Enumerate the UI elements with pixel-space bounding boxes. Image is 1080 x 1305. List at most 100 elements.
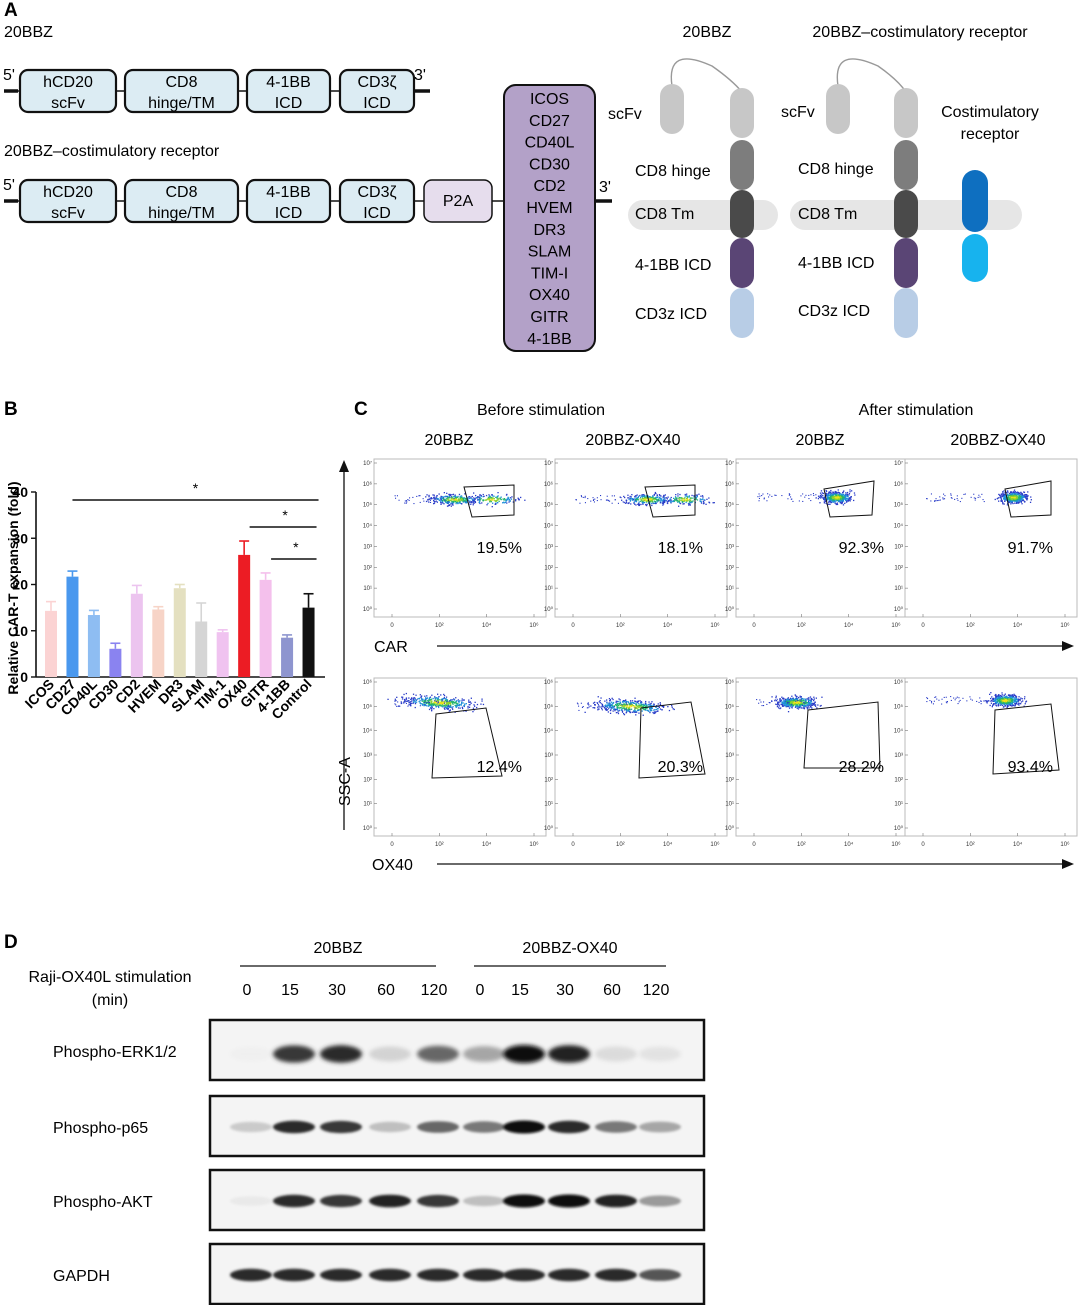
flow-event <box>703 501 705 503</box>
flow-event <box>685 500 688 502</box>
flow-event <box>791 698 793 700</box>
flow-event <box>639 500 641 502</box>
flow-event <box>794 701 796 704</box>
flow-event <box>414 697 416 699</box>
schematic-label: scFv <box>781 104 815 121</box>
flow-event <box>1007 694 1010 696</box>
flow-event <box>802 493 804 495</box>
flow-event <box>472 504 474 506</box>
western-blots: Phospho-ERK1/2Phospho-p65Phospho-AKTGAPD… <box>53 1018 706 1305</box>
flow-event <box>834 498 836 500</box>
flow-event <box>448 499 451 502</box>
flow-event <box>447 708 449 710</box>
flow-x-tick-label: 10² <box>797 623 806 629</box>
flow-event <box>790 703 792 705</box>
flow-event <box>999 699 1001 701</box>
flow-event <box>1017 501 1019 504</box>
flow-event <box>616 704 618 706</box>
flow-event <box>634 499 636 501</box>
flow-event <box>679 502 682 505</box>
flow-event <box>629 709 631 711</box>
flow-event <box>426 702 428 704</box>
flow-event <box>668 500 670 502</box>
flow-event <box>790 702 792 704</box>
flow-event <box>787 498 789 500</box>
flow-event <box>449 706 451 708</box>
flow-event <box>436 501 438 503</box>
flow-event <box>405 702 407 704</box>
flow-event <box>781 701 783 703</box>
flow-event <box>613 706 615 708</box>
flow-event <box>696 494 698 496</box>
flow-event <box>837 499 839 502</box>
flow-event <box>786 705 788 707</box>
construct2-title: 20BBZ–costimulatory receptor <box>4 143 220 160</box>
flow-event <box>452 499 454 501</box>
flow-event <box>647 709 649 711</box>
flow-event <box>834 492 836 494</box>
flow-event <box>1023 496 1025 499</box>
flow-event <box>641 494 643 496</box>
flow-event <box>470 702 472 704</box>
flow-event <box>1011 500 1013 502</box>
flow-event <box>1009 703 1011 705</box>
flow-event <box>460 499 462 501</box>
flow-event <box>485 494 488 497</box>
flow-event <box>617 712 620 715</box>
flow-event <box>478 497 480 499</box>
flow-event <box>1002 697 1005 700</box>
flow-event <box>956 495 958 497</box>
flow-event <box>592 497 594 499</box>
flow-event <box>610 709 612 711</box>
flow-event <box>424 700 426 702</box>
flow-event <box>701 495 704 497</box>
flow-event <box>1019 497 1022 500</box>
flow-event <box>676 499 679 501</box>
flow-event <box>410 705 412 707</box>
flow-event <box>414 700 416 703</box>
flow-event <box>806 698 808 700</box>
flow-event <box>776 706 779 708</box>
flow-event <box>652 501 654 503</box>
significance-star: * <box>293 539 299 555</box>
flow-event <box>1006 504 1009 506</box>
flow-event <box>453 498 455 500</box>
flow-event <box>448 496 450 499</box>
flow-event <box>1010 700 1013 702</box>
flow-gate <box>803 701 881 769</box>
flow-event <box>826 494 829 496</box>
flow-event <box>788 702 790 704</box>
scfv-heavy-domain <box>894 88 918 138</box>
flow-event <box>427 701 429 703</box>
construct1-domain-box <box>245 68 332 114</box>
bar <box>130 593 143 677</box>
flow-event <box>609 709 612 712</box>
flow-event <box>468 701 470 703</box>
gate-percentage: 12.4% <box>477 759 522 776</box>
flow-event <box>780 699 782 701</box>
flow-event <box>836 492 839 494</box>
flow-event <box>848 499 850 501</box>
flow-event <box>688 501 691 503</box>
flow-event <box>496 495 498 498</box>
flow-event <box>934 500 936 502</box>
flow-event <box>1020 494 1022 496</box>
blot-band <box>369 1268 411 1282</box>
blot-label: Phospho-p65 <box>53 1120 148 1137</box>
flow-event <box>438 699 440 701</box>
flow-event <box>596 500 598 502</box>
flow-event <box>846 500 848 502</box>
flow-event <box>791 695 793 697</box>
construct2-5prime: 5' <box>3 177 15 194</box>
flow-event <box>489 495 491 497</box>
flow-event <box>469 501 471 503</box>
flow-event <box>1003 702 1005 704</box>
flow-event <box>771 700 773 702</box>
flow-event <box>1014 704 1016 706</box>
flow-event <box>801 707 803 709</box>
flow-event <box>1000 493 1003 495</box>
flow-event <box>827 496 829 498</box>
flow-event <box>1021 503 1023 505</box>
flow-event <box>480 495 482 498</box>
